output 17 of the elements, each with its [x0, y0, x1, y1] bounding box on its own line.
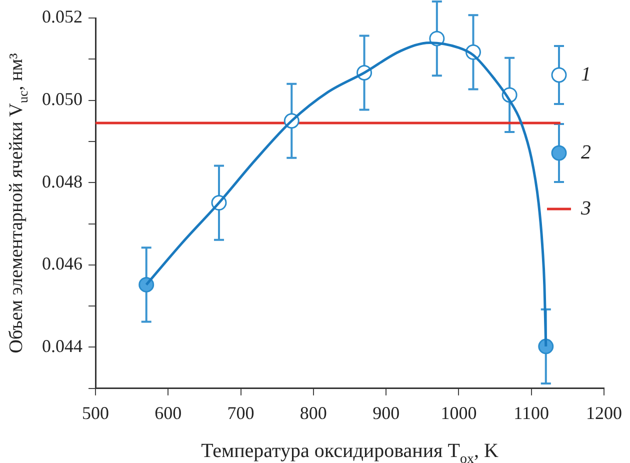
legend-label: 2 [581, 141, 591, 164]
legend-label: 3 [580, 197, 591, 220]
x-tick-label: 1000 [440, 402, 477, 423]
y-tick-label: 0.044 [42, 336, 82, 356]
x-tick-label: 900 [372, 402, 400, 423]
y-axis-title: Объем элементарной ячейки Vuc, нм³ [6, 52, 31, 354]
x-tick-label: 600 [154, 402, 182, 423]
y-tick-label: 0.050 [42, 89, 82, 110]
x-tick-label: 800 [300, 402, 327, 423]
x-tick-label: 500 [82, 402, 109, 423]
legend-label: 1 [581, 63, 591, 86]
x-tick-label: 1100 [514, 402, 550, 423]
y-tick-label: 0.048 [42, 171, 82, 192]
y-tick-label: 0.052 [42, 6, 82, 27]
x-tick-label: 1200 [586, 402, 622, 423]
x-tick-label: 700 [227, 402, 254, 423]
y-tick-label: 0.046 [42, 254, 82, 274]
